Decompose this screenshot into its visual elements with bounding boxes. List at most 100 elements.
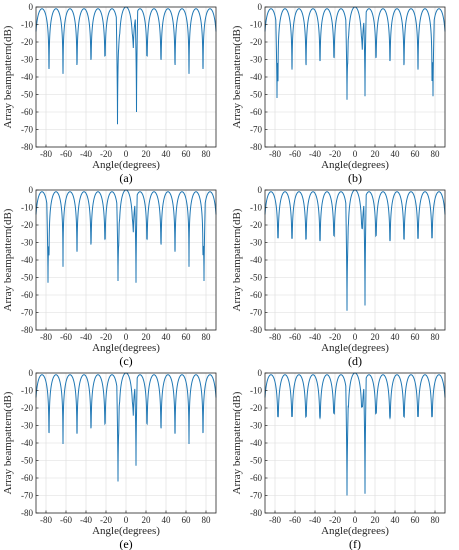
x-tick-label: 20 [142,149,152,159]
y-tick-label: -50 [21,273,33,283]
y-tick-label: -80 [250,142,262,152]
y-tick-label: -30 [21,55,33,65]
y-tick-label: 0 [29,2,34,12]
y-tick-label: 0 [258,2,263,12]
y-tick-label: -30 [250,238,262,248]
x-tick-label: 80 [202,149,212,159]
y-tick-label: -10 [250,203,262,213]
y-tick-label: -10 [21,386,33,396]
y-tick-label: -20 [250,403,262,413]
panel-label: (f) [349,537,361,550]
y-axis-label: Array beampattern(dB) [2,391,14,494]
x-tick-label: 40 [162,515,172,525]
panel-label: (d) [348,354,362,368]
y-tick-label: -40 [21,255,33,265]
x-tick-label: 20 [142,515,152,525]
x-tick-label: 0 [124,332,129,342]
x-tick-label: 60 [411,149,421,159]
x-tick-label: -20 [329,149,341,159]
y-tick-label: -40 [250,72,262,82]
x-tick-label: -60 [60,332,72,342]
x-tick-label: 0 [124,149,129,159]
y-tick-label: -60 [250,107,262,117]
y-axis-label: Array beampattern(dB) [231,25,243,128]
chart-panel-5: -80 -60 -40 -20 0 20 40 60 80 0 -10 -20 -30 -40 -50 -60… [2,368,217,550]
x-tick-label: 20 [371,332,381,342]
y-tick-label: -20 [250,37,262,47]
y-tick-label: -20 [21,220,33,230]
y-tick-label: -80 [21,508,33,518]
y-tick-label: -50 [250,273,262,283]
y-tick-label: -20 [21,403,33,413]
x-tick-label: -40 [309,332,321,342]
x-tick-label: 80 [431,149,441,159]
x-tick-label: -40 [309,149,321,159]
y-tick-label: -10 [250,20,262,30]
y-tick-label: -60 [21,290,33,300]
y-tick-label: 0 [258,368,263,378]
x-tick-label: 0 [353,332,358,342]
x-axis-label: Angle(degrees) [92,342,160,354]
y-tick-label: -80 [250,325,262,335]
y-tick-label: -30 [250,421,262,431]
x-tick-label: -40 [309,515,321,525]
y-tick-label: -10 [250,386,262,396]
y-tick-label: -40 [21,72,33,82]
panel-label: (a) [119,171,132,185]
panel-label: (c) [119,354,132,368]
y-tick-label: -30 [21,238,33,248]
x-tick-label: -40 [80,149,92,159]
y-tick-label: -40 [21,438,33,448]
x-tick-label: -40 [80,515,92,525]
panel-label: (e) [119,537,132,550]
y-tick-label: 0 [29,368,34,378]
x-tick-label: 80 [202,332,212,342]
x-tick-label: 40 [391,515,401,525]
x-tick-label: 60 [411,515,421,525]
y-tick-label: -10 [21,203,33,213]
y-tick-label: -10 [21,20,33,30]
y-tick-label: -80 [21,325,33,335]
y-axis-label: Array beampattern(dB) [231,208,243,311]
chart-panel-2: -80 -60 -40 -20 0 20 40 60 80 0 -10 -20 -30 -40 -50 -60… [231,2,446,185]
x-tick-label: 20 [371,515,381,525]
y-tick-label: -70 [21,491,33,501]
x-tick-label: -80 [40,515,52,525]
x-tick-label: 40 [391,149,401,159]
y-tick-label: -40 [250,255,262,265]
y-tick-label: -60 [250,473,262,483]
y-axis-label: Array beampattern(dB) [2,208,14,311]
y-tick-label: 0 [29,185,34,195]
y-tick-label: -70 [250,308,262,318]
x-axis-label: Angle(degrees) [321,525,389,537]
x-tick-label: 80 [431,515,441,525]
chart-panel-3: -80 -60 -40 -20 0 20 40 60 80 0 -10 -20 -30 -40 -50 -60… [2,185,217,368]
x-tick-label: -80 [40,149,52,159]
x-tick-label: -20 [100,149,112,159]
x-tick-label: 40 [162,332,172,342]
y-axis-label: Array beampattern(dB) [231,391,243,494]
x-tick-label: -60 [289,332,301,342]
y-tick-label: 0 [258,185,263,195]
x-tick-label: -20 [100,332,112,342]
x-tick-label: 60 [182,332,192,342]
y-tick-label: -70 [250,491,262,501]
x-tick-label: 40 [162,149,172,159]
y-tick-label: -40 [250,438,262,448]
x-tick-label: -40 [80,332,92,342]
x-tick-label: 60 [182,149,192,159]
y-tick-label: -80 [21,142,33,152]
x-axis-label: Angle(degrees) [92,525,160,537]
panel-label: (b) [348,171,362,185]
y-tick-label: -20 [21,37,33,47]
x-tick-label: 80 [202,515,212,525]
chart-panel-4: -80 -60 -40 -20 0 20 40 60 80 0 -10 -20 -30 -40 -50 -60… [231,185,446,368]
chart-panel-6: -80 -60 -40 -20 0 20 40 60 80 0 -10 -20 -30 -40 -50 -60… [231,368,446,550]
x-axis-label: Angle(degrees) [321,342,389,354]
x-tick-label: -60 [60,149,72,159]
chart-panel-1: -80 -60 -40 -20 0 20 40 60 80 0 -10 -20 -30 -40 -50 -60… [2,2,217,185]
y-tick-label: -20 [250,220,262,230]
x-tick-label: -80 [269,515,281,525]
x-tick-label: -60 [289,515,301,525]
